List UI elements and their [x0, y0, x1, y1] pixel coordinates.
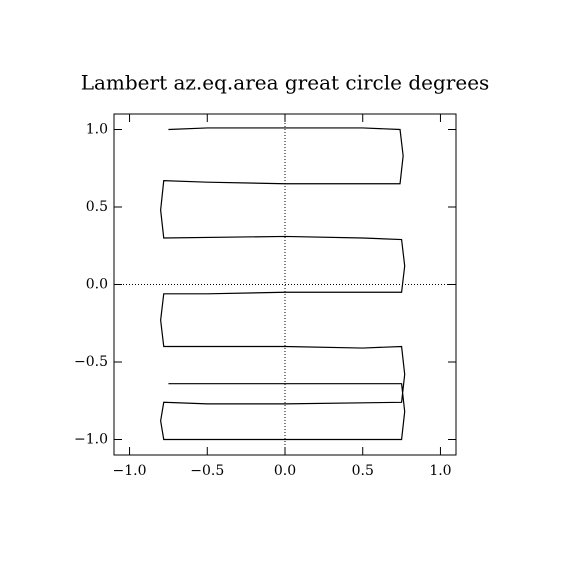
x-tick-label: 1.0: [429, 463, 451, 479]
y-tick-label: 0.0: [86, 277, 108, 293]
y-tick-label: −1.0: [74, 432, 108, 448]
x-tick-label: −0.5: [190, 463, 224, 479]
y-tick-label: −0.5: [74, 354, 108, 370]
x-tick-label: 0.5: [352, 463, 374, 479]
y-tick-label: 1.0: [86, 122, 108, 138]
x-tick-label: −1.0: [113, 463, 147, 479]
data-line: [160, 127, 406, 441]
chart-title: Lambert az.eq.area great circle degrees: [81, 71, 490, 95]
x-tick-label: 0.0: [274, 463, 296, 479]
y-tick-label: 0.5: [86, 199, 108, 215]
